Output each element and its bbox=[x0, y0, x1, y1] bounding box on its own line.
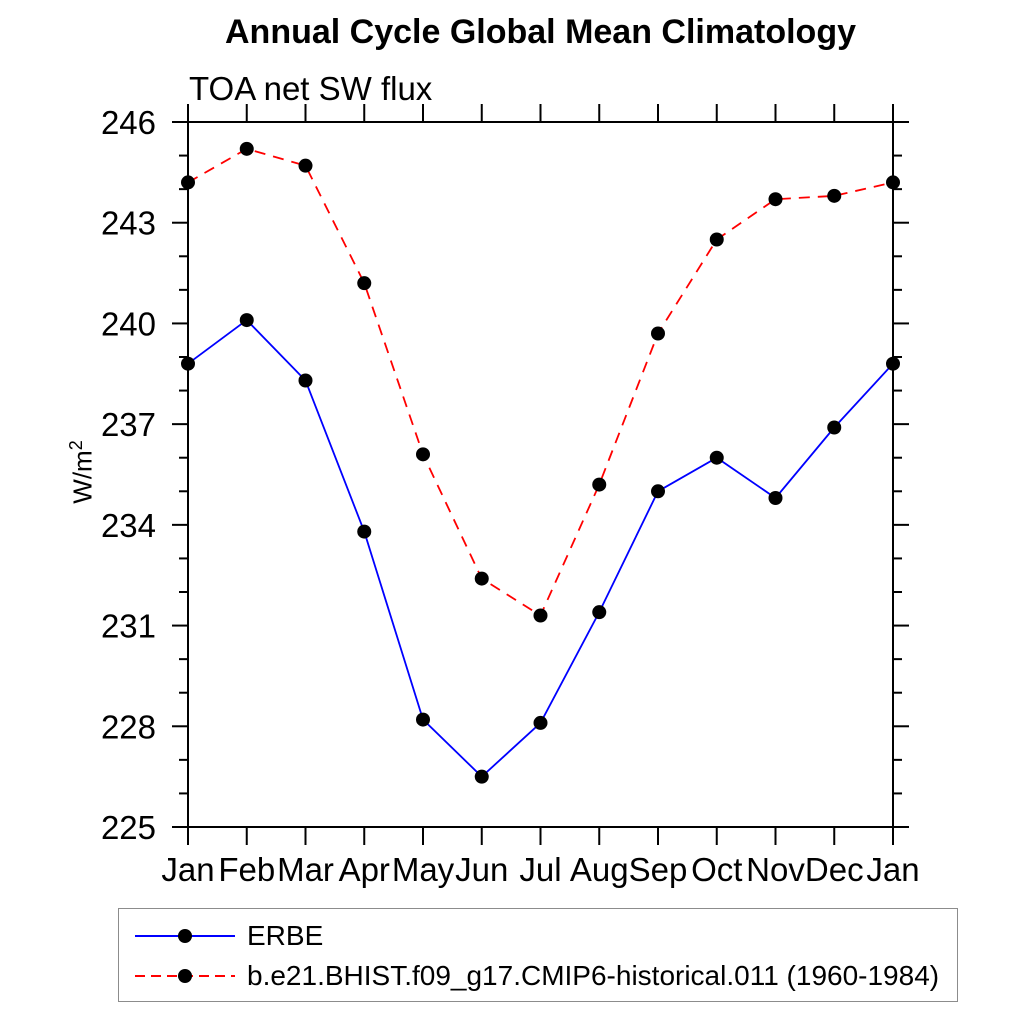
x-tick-label: May bbox=[392, 851, 455, 888]
y-tick-label: 228 bbox=[101, 708, 156, 745]
y-tick-labels: 225 228 231 234 237 240 243 246 bbox=[101, 104, 156, 846]
plot-frame bbox=[187, 121, 894, 828]
legend-item-model: b.e21.BHIST.f09_g17.CMIP6-historical.011… bbox=[129, 960, 940, 991]
data-point-marker bbox=[181, 175, 195, 190]
data-point-marker bbox=[827, 420, 842, 435]
data-point-marker bbox=[239, 313, 254, 328]
data-point-marker bbox=[533, 715, 548, 730]
data-point-marker bbox=[416, 712, 430, 727]
data-point-marker bbox=[827, 188, 842, 203]
y-tick-label: 231 bbox=[101, 608, 156, 645]
data-point-marker bbox=[181, 356, 195, 371]
legend-marker-dot bbox=[178, 929, 192, 943]
data-point-marker bbox=[886, 356, 900, 371]
y-tick-label: 237 bbox=[101, 406, 156, 443]
x-tick-label: Jun bbox=[455, 851, 508, 888]
x-tick-label: Jan bbox=[161, 851, 214, 888]
y-tick-label: 240 bbox=[101, 305, 156, 342]
legend-item-erbe: ERBE bbox=[129, 920, 324, 951]
data-point-marker bbox=[592, 477, 607, 492]
data-point-marker bbox=[474, 571, 489, 586]
axis-ticks bbox=[172, 104, 909, 845]
data-point-marker bbox=[357, 276, 372, 291]
data-point-marker bbox=[239, 141, 254, 156]
x-tick-label: Dec bbox=[805, 851, 864, 888]
x-tick-label: Jul bbox=[519, 851, 561, 888]
x-tick-label: Oct bbox=[691, 851, 742, 888]
data-point-marker bbox=[709, 450, 724, 465]
data-point-marker bbox=[886, 175, 900, 190]
x-tick-label: Mar bbox=[277, 851, 334, 888]
legend-label-model: b.e21.BHIST.f09_g17.CMIP6-historical.011… bbox=[247, 960, 940, 991]
data-point-marker bbox=[298, 373, 313, 388]
data-point-marker bbox=[298, 158, 313, 173]
data-point-marker bbox=[709, 232, 724, 247]
legend-swatch-erbe bbox=[135, 929, 235, 943]
chart-title: Annual Cycle Global Mean Climatology bbox=[225, 13, 856, 51]
y-tick-label: 246 bbox=[101, 104, 156, 141]
series-markers-model bbox=[181, 141, 900, 623]
legend-marker-dot bbox=[178, 969, 192, 983]
data-point-marker bbox=[474, 769, 489, 784]
y-tick-label: 234 bbox=[101, 507, 156, 544]
data-point-marker bbox=[533, 608, 548, 623]
x-tick-label: Nov bbox=[746, 851, 805, 888]
legend-label-erbe: ERBE bbox=[247, 920, 324, 951]
x-tick-label: Feb bbox=[218, 851, 275, 888]
y-tick-label: 225 bbox=[101, 809, 156, 846]
data-point-marker bbox=[768, 192, 783, 207]
legend-box: ERBE b.e21.BHIST.f09_g17.CMIP6-historica… bbox=[118, 908, 958, 1002]
x-tick-labels: Jan Feb Mar Apr May Jun Jul Aug Sep Oct Nov Dec Jan bbox=[161, 851, 919, 888]
series-line-model bbox=[187, 147, 894, 617]
chart-subtitle: TOA net SW flux bbox=[189, 70, 433, 107]
x-tick-label: Aug bbox=[570, 851, 629, 888]
data-point-marker bbox=[357, 524, 372, 539]
x-tick-label: Apr bbox=[339, 851, 390, 888]
series-line-erbe bbox=[187, 318, 894, 778]
data-point-marker bbox=[651, 326, 665, 341]
legend-swatch-model bbox=[135, 969, 235, 983]
y-tick-label: 243 bbox=[101, 205, 156, 242]
x-tick-label: Jan bbox=[866, 851, 919, 888]
data-point-marker bbox=[592, 605, 607, 620]
data-point-marker bbox=[651, 484, 665, 499]
series-markers-erbe bbox=[181, 313, 900, 784]
data-point-marker bbox=[768, 491, 783, 505]
data-point-marker bbox=[416, 447, 430, 462]
x-tick-label: Sep bbox=[629, 851, 688, 888]
